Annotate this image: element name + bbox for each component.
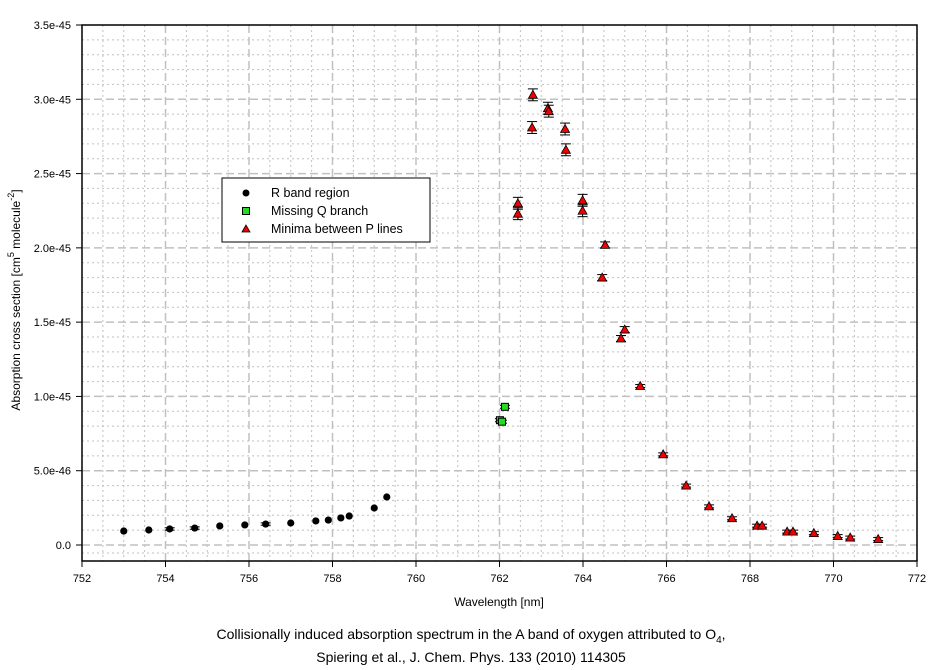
grid <box>82 25 917 561</box>
data-point <box>657 449 669 459</box>
x-tick-label: 756 <box>240 573 258 585</box>
y-axis-title-part: ] <box>9 189 23 192</box>
data-point <box>383 493 391 501</box>
caption-line-2: Spiering et al., J. Chem. Phys. 133 (201… <box>316 649 626 665</box>
caption-text: Collisionally induced absorption spectru… <box>216 626 717 642</box>
y-tick-label: 1.0e-45 <box>34 391 71 403</box>
x-tick-label: 772 <box>908 573 926 585</box>
legend-marker-circle <box>242 189 250 197</box>
data-point <box>560 144 572 154</box>
data-point <box>619 324 630 334</box>
y-axis-title-sup: -2 <box>6 193 16 201</box>
data-point <box>845 532 856 542</box>
data-point <box>512 197 524 208</box>
data-point <box>832 530 843 540</box>
legend-box <box>221 177 431 243</box>
data-point <box>599 239 611 249</box>
y-tick-label: 1.5e-45 <box>34 317 71 329</box>
x-tick-label: 754 <box>156 573 174 585</box>
data-point <box>527 89 539 99</box>
data-point <box>526 122 538 132</box>
data-point <box>324 516 332 524</box>
data-point <box>597 272 608 282</box>
data-point <box>191 524 199 532</box>
x-tick-label: 770 <box>824 573 842 585</box>
data-point <box>615 333 627 343</box>
data-point <box>872 533 884 543</box>
series-missing-q-branch <box>494 402 510 426</box>
legend: R band region Missing Q branch Minima be… <box>221 177 431 243</box>
data-point <box>498 417 507 426</box>
y-tick-label: 3.0e-45 <box>34 94 71 106</box>
caption-comma: , <box>721 626 726 642</box>
y-tick-label: 0.0 <box>56 540 71 552</box>
x-tick-label: 766 <box>657 573 675 585</box>
legend-marker-square <box>242 207 250 215</box>
data-point <box>726 512 738 523</box>
data-point <box>543 105 554 116</box>
data-point <box>166 525 174 533</box>
caption-subscript: 4 <box>716 634 722 646</box>
data-point <box>370 504 378 512</box>
legend-label: R band region <box>271 186 350 200</box>
series-r-band-region <box>120 493 391 535</box>
data-points <box>120 88 884 543</box>
data-point <box>500 402 509 411</box>
y-tick-label: 3.5e-45 <box>34 20 71 32</box>
y-axis-title: Absorption cross section [cm5 molecule-2… <box>6 189 23 410</box>
x-tick-label: 768 <box>741 573 759 585</box>
data-point <box>120 527 128 535</box>
y-axis-title-part: Absorption cross section [cm <box>9 257 23 410</box>
data-point <box>241 521 249 529</box>
data-point <box>808 527 820 538</box>
y-tick-label: 2.0e-45 <box>34 243 71 255</box>
data-point <box>312 517 320 525</box>
x-tick-label: 752 <box>73 573 91 585</box>
y-tick-label: 2.5e-45 <box>34 169 71 181</box>
data-point <box>577 194 588 205</box>
data-point <box>512 208 524 218</box>
data-point <box>703 501 715 511</box>
x-axis: 752 754 756 758 760 762 764 766 768 770 772 <box>73 561 926 585</box>
caption-line-1: Collisionally induced absorption spectru… <box>0 626 942 646</box>
x-tick-label: 764 <box>574 573 592 585</box>
data-point <box>680 480 692 490</box>
data-point <box>145 526 153 534</box>
data-point <box>262 520 270 528</box>
legend-marker-triangle <box>241 224 251 233</box>
data-point <box>287 519 295 527</box>
x-tick-label: 760 <box>407 573 425 585</box>
data-point <box>216 522 224 530</box>
legend-label: Missing Q branch <box>271 204 368 218</box>
y-axis: 0.0 5.0e-46 1.0e-45 1.5e-45 2.0e-45 2.5e-45 3.… <box>34 20 82 552</box>
data-point <box>756 520 768 530</box>
x-tick-label: 762 <box>490 573 508 585</box>
data-point <box>577 205 588 215</box>
x-tick-label: 758 <box>323 573 341 585</box>
series-minima-between-p-lines <box>512 88 884 543</box>
y-axis-title-part: molecule <box>9 200 23 252</box>
data-point <box>787 526 799 536</box>
y-axis-title-sup: 5 <box>6 252 16 257</box>
legend-label: Minima between P lines <box>271 222 403 236</box>
y-tick-label: 5.0e-46 <box>34 466 71 478</box>
data-point <box>559 123 571 133</box>
data-point <box>337 514 345 522</box>
data-point <box>635 380 646 390</box>
data-point <box>345 512 353 520</box>
x-axis-title: Wavelength [nm] <box>454 595 544 609</box>
